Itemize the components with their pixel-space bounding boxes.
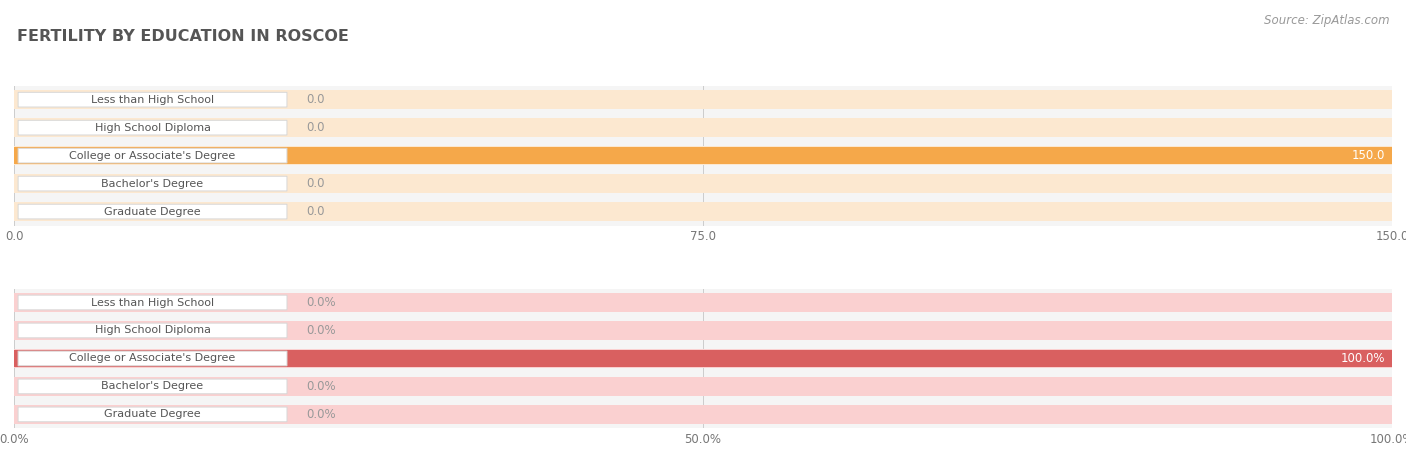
FancyBboxPatch shape: [18, 149, 287, 163]
Text: 0.0%: 0.0%: [307, 324, 336, 337]
Text: High School Diploma: High School Diploma: [94, 326, 211, 336]
Text: 0.0: 0.0: [307, 93, 325, 106]
Bar: [14, 174, 1392, 193]
Bar: [14, 293, 1392, 312]
Text: 100.0%: 100.0%: [1340, 352, 1385, 365]
FancyBboxPatch shape: [18, 120, 287, 135]
FancyBboxPatch shape: [18, 92, 287, 107]
Text: 150.0: 150.0: [1351, 149, 1385, 162]
Bar: [14, 118, 1392, 137]
Text: FERTILITY BY EDUCATION IN ROSCOE: FERTILITY BY EDUCATION IN ROSCOE: [17, 29, 349, 44]
FancyBboxPatch shape: [18, 323, 287, 338]
Text: 0.0%: 0.0%: [307, 296, 336, 309]
FancyBboxPatch shape: [18, 379, 287, 394]
Text: Less than High School: Less than High School: [91, 95, 214, 105]
Text: 0.0: 0.0: [307, 205, 325, 218]
Text: Bachelor's Degree: Bachelor's Degree: [101, 178, 204, 188]
Text: College or Associate's Degree: College or Associate's Degree: [69, 354, 236, 364]
Bar: [14, 146, 1392, 165]
FancyBboxPatch shape: [18, 407, 287, 422]
Text: Graduate Degree: Graduate Degree: [104, 409, 201, 419]
Bar: [14, 350, 1392, 367]
Text: 0.0: 0.0: [307, 121, 325, 134]
Bar: [14, 202, 1392, 221]
Bar: [14, 147, 1392, 164]
Text: College or Associate's Degree: College or Associate's Degree: [69, 150, 236, 160]
Bar: [14, 90, 1392, 109]
Text: 0.0%: 0.0%: [307, 380, 336, 393]
Text: Source: ZipAtlas.com: Source: ZipAtlas.com: [1264, 14, 1389, 27]
Bar: [14, 405, 1392, 424]
Text: Bachelor's Degree: Bachelor's Degree: [101, 381, 204, 391]
FancyBboxPatch shape: [18, 176, 287, 191]
Text: Less than High School: Less than High School: [91, 298, 214, 307]
FancyBboxPatch shape: [18, 204, 287, 219]
Text: High School Diploma: High School Diploma: [94, 123, 211, 133]
Bar: [14, 321, 1392, 340]
Text: 0.0%: 0.0%: [307, 408, 336, 421]
Text: 0.0: 0.0: [307, 177, 325, 190]
Bar: [14, 349, 1392, 368]
FancyBboxPatch shape: [18, 295, 287, 310]
Text: Graduate Degree: Graduate Degree: [104, 207, 201, 217]
Bar: [14, 377, 1392, 396]
FancyBboxPatch shape: [18, 351, 287, 366]
